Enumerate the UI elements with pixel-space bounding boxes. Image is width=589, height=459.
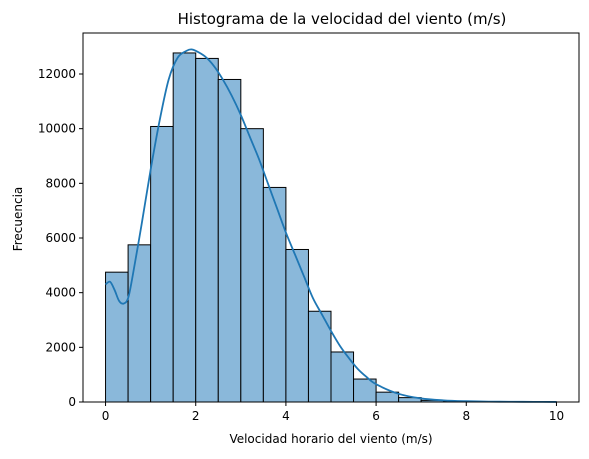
x-axis-label: Velocidad horario del viento (m/s) — [229, 432, 432, 446]
histogram-bar — [196, 58, 219, 402]
x-axis-ticks: 0 2 4 6 8 10 — [102, 402, 564, 423]
x-tick-label: 2 — [192, 409, 200, 423]
histogram-bar — [376, 392, 399, 402]
y-tick-label: 12000 — [38, 67, 76, 81]
y-tick-label: 0 — [68, 395, 76, 409]
histogram-bar — [263, 187, 286, 402]
histogram-bar — [241, 129, 264, 402]
x-tick-label: 4 — [282, 409, 290, 423]
x-tick-label: 8 — [462, 409, 470, 423]
x-tick-label: 10 — [549, 409, 564, 423]
histogram-bar — [286, 249, 309, 402]
histogram-bar — [106, 272, 129, 402]
histogram-bars — [106, 53, 557, 402]
y-axis-ticks: 0 2000 4000 6000 8000 10000 12000 — [38, 67, 83, 409]
y-tick-label: 2000 — [45, 340, 76, 354]
y-tick-label: 4000 — [45, 286, 76, 300]
x-tick-label: 6 — [372, 409, 380, 423]
histogram-bar — [128, 245, 151, 402]
histogram-bar — [218, 79, 241, 402]
y-tick-label: 10000 — [38, 122, 76, 136]
y-tick-label: 6000 — [45, 231, 76, 245]
histogram-bar — [173, 53, 196, 402]
histogram-bar — [151, 126, 174, 402]
y-axis-label: Frecuencia — [11, 187, 25, 252]
y-tick-label: 8000 — [45, 176, 76, 190]
x-tick-label: 0 — [102, 409, 110, 423]
chart-title: Histograma de la velocidad del viento (m… — [178, 10, 507, 28]
